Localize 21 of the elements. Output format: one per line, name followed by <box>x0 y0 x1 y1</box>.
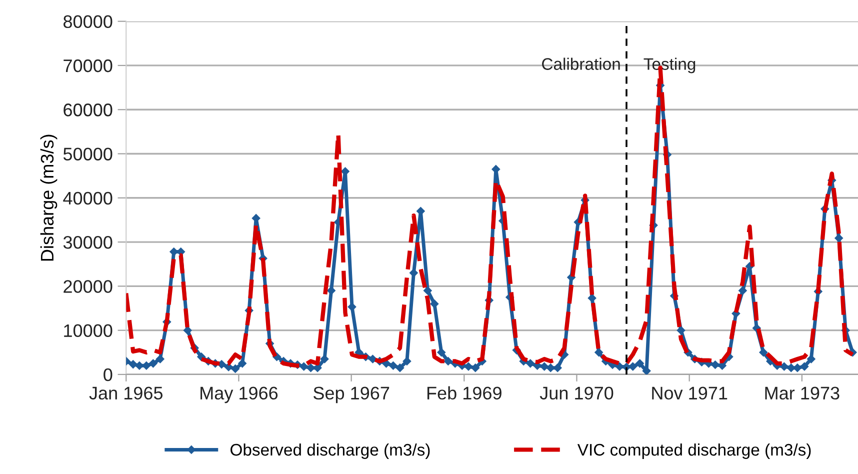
y-tick-label: 40000 <box>63 192 112 205</box>
y-tick-label: 30000 <box>63 236 112 249</box>
x-tick-label: Nov 1971 <box>652 386 728 400</box>
y-tick-label: 80000 <box>64 15 112 28</box>
x-tick-label: Mar 1973 <box>765 386 840 400</box>
x-tick-label: May 1966 <box>200 386 278 404</box>
legend-label: VIC computed discharge (m3/s) <box>577 443 811 459</box>
x-tick-label: Feb 1969 <box>427 386 502 400</box>
legend-label: Observed discharge (m3/s) <box>230 443 430 459</box>
y-tick-label: 0 <box>104 368 112 382</box>
y-axis-title: Disharge (m3/s) <box>40 134 58 261</box>
y-tick-label: 10000 <box>64 324 112 338</box>
y-tick-label: 70000 <box>64 59 112 72</box>
y-tick-label: 50000 <box>63 148 112 160</box>
annotation: Calibration <box>542 58 620 70</box>
x-tick-label: Sep 1967 <box>313 386 390 404</box>
y-tick-label: 60000 <box>64 104 112 116</box>
y-tick-label: 20000 <box>64 280 112 293</box>
x-tick-label: Jun 1970 <box>540 386 614 400</box>
annotation: Testing <box>644 58 696 74</box>
x-tick-label: Jan 1965 <box>89 386 163 400</box>
